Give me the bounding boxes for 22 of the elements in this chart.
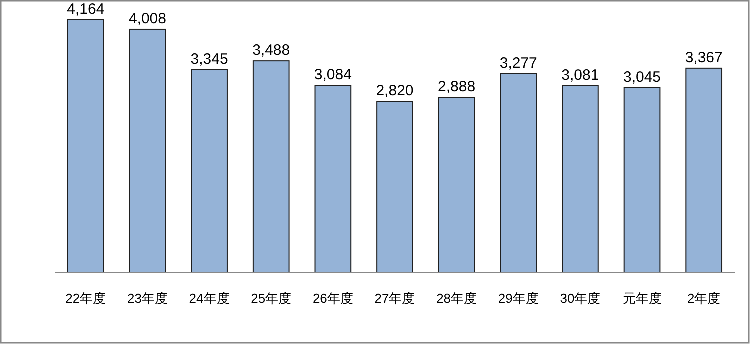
x-tick-label: 22年度 [66,291,106,306]
data-label: 3,345 [190,50,228,68]
x-tick-label: 27年度 [374,291,416,306]
data-label: 3,045 [624,68,662,86]
data-label: 4,008 [128,10,166,28]
data-label: 3,277 [500,54,538,72]
data-label: 4,164 [67,1,105,18]
x-tick-label: 24年度 [189,291,230,306]
data-label: 3,367 [685,49,723,66]
x-tick-label: 30年度 [560,291,601,306]
data-label: 3,488 [252,42,290,60]
x-tick-label: 2年度 [687,291,721,306]
data-label: 2,888 [438,78,476,96]
x-tick-label: 29年度 [498,291,539,306]
x-tick-label: 26年度 [312,291,354,306]
x-tick-label: 23年度 [127,291,168,306]
data-label: 3,081 [562,66,600,84]
x-tick-label: 25年度 [251,291,292,306]
data-label: 2,820 [376,82,414,100]
x-tick-label: 元年度 [622,291,662,306]
x-tick-label: 28年度 [436,291,478,306]
data-label: 3,084 [314,66,352,84]
